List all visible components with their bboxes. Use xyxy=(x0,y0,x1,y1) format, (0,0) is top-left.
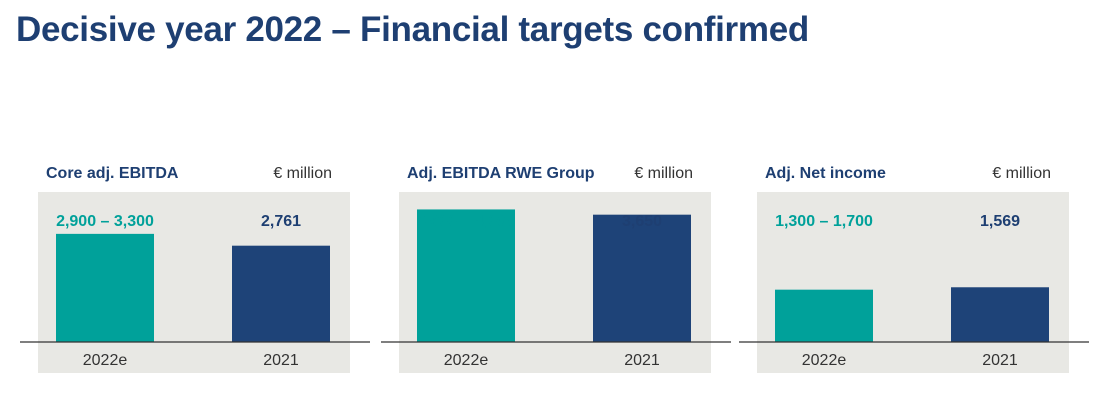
data-label: 2,761 xyxy=(261,213,301,230)
bar-chart: 2,900 – 3,300 2022e 2,761 2021 xyxy=(20,213,370,369)
x-tick-label: 2022e xyxy=(444,352,489,369)
bar-2021 xyxy=(593,214,691,342)
page-title: Decisive year 2022 – Financial targets c… xyxy=(16,10,809,49)
bar-chart: 1,300 – 1,700 2022e 1,569 2021 xyxy=(739,213,1089,369)
chart-title: Core adj. EBITDA xyxy=(46,165,179,182)
x-tick-label: 2021 xyxy=(263,352,299,369)
x-tick-label: 2022e xyxy=(802,352,847,369)
chart-title: Adj. EBITDA RWE Group xyxy=(407,165,595,182)
x-tick-label: 2022e xyxy=(83,352,128,369)
data-label: 1,300 – 1,700 xyxy=(775,213,873,230)
chart-panel-core-adj-ebitda: Core adj. EBITDA € million 2,900 – 3,300… xyxy=(20,150,370,385)
data-label: 2,900 – 3,300 xyxy=(56,213,154,230)
unit-label: € million xyxy=(634,165,693,182)
bar-2021 xyxy=(951,287,1049,342)
chart-panel-adj-ebitda-rwe-group: Adj. EBITDA RWE Group € million 3,600 – … xyxy=(381,150,731,385)
bar-2021 xyxy=(232,245,330,342)
chart-panel-adj-net-income: Adj. Net income € million 1,300 – 1,700 2… xyxy=(739,150,1089,385)
unit-label: € million xyxy=(273,165,332,182)
chart-background xyxy=(757,192,1069,373)
unit-label: € million xyxy=(992,165,1051,182)
x-tick-label: 2021 xyxy=(982,352,1018,369)
x-tick-label: 2021 xyxy=(624,352,660,369)
bar-2022e xyxy=(417,209,515,342)
bar-2022e xyxy=(775,289,873,342)
chart-title: Adj. Net income xyxy=(765,165,886,182)
bar-2022e xyxy=(56,233,154,342)
bar-chart: 3,600 – 4,000 2022e 3,650 2021 xyxy=(381,209,731,369)
data-label: 3,600 – 4,000 xyxy=(417,213,515,230)
data-label: 3,650 xyxy=(622,213,662,230)
data-label: 1,569 xyxy=(980,213,1020,230)
